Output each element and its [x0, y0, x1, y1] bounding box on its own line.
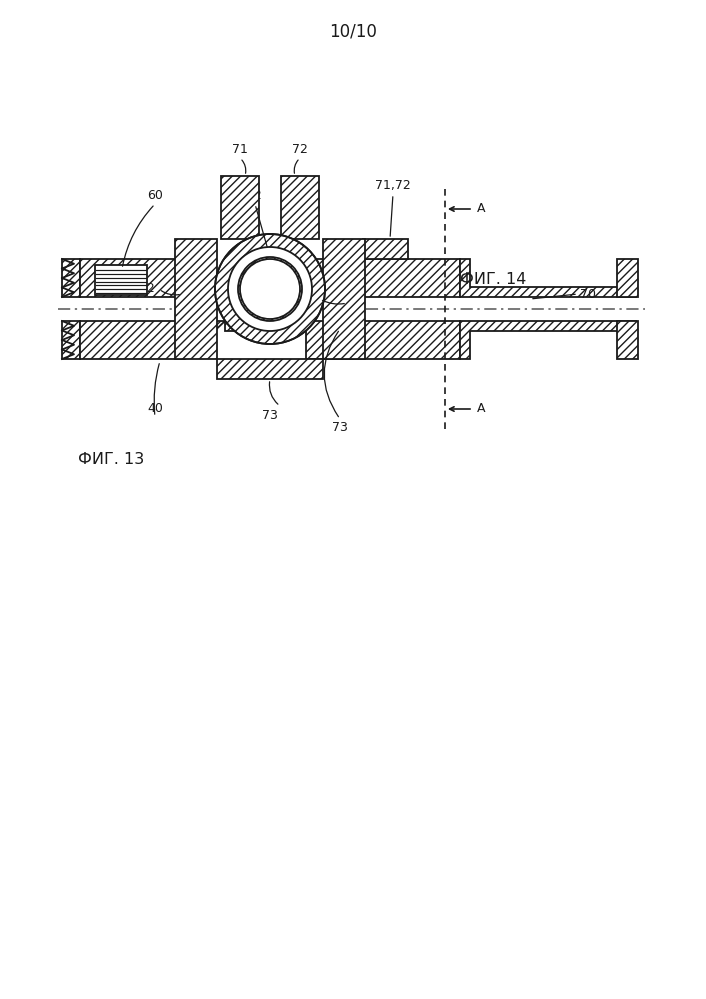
Text: 12: 12: [139, 283, 155, 296]
Text: 73: 73: [332, 421, 348, 434]
Text: 60: 60: [147, 189, 163, 202]
Text: ФИГ. 14: ФИГ. 14: [460, 272, 527, 287]
Circle shape: [238, 257, 302, 321]
Text: ФИГ. 13: ФИГ. 13: [78, 452, 144, 467]
Polygon shape: [460, 321, 636, 359]
Text: 71,72: 71,72: [375, 179, 411, 192]
Text: A: A: [477, 403, 486, 416]
Polygon shape: [460, 259, 636, 297]
Polygon shape: [225, 287, 306, 297]
Polygon shape: [306, 259, 460, 297]
Text: 70: 70: [580, 288, 596, 301]
Text: 72: 72: [292, 143, 308, 156]
Polygon shape: [617, 259, 638, 297]
Circle shape: [215, 234, 325, 344]
Text: A: A: [477, 203, 486, 216]
Polygon shape: [80, 259, 225, 297]
Circle shape: [228, 247, 312, 331]
Polygon shape: [221, 176, 259, 239]
Polygon shape: [175, 239, 217, 359]
Text: 71: 71: [232, 143, 248, 156]
Polygon shape: [62, 259, 80, 297]
Polygon shape: [217, 359, 323, 379]
Polygon shape: [306, 321, 460, 359]
Bar: [95, 265, 147, 295]
Bar: [363, 239, 408, 259]
Text: 40: 40: [147, 402, 163, 415]
Polygon shape: [323, 239, 365, 359]
Polygon shape: [225, 321, 306, 331]
Polygon shape: [62, 321, 80, 359]
Circle shape: [240, 259, 300, 319]
Polygon shape: [80, 321, 225, 359]
Text: 70: 70: [350, 298, 366, 311]
Text: 12: 12: [247, 189, 263, 202]
Text: 10/10: 10/10: [329, 22, 377, 40]
Text: 73: 73: [262, 409, 278, 422]
Polygon shape: [281, 176, 319, 239]
Polygon shape: [617, 321, 638, 359]
